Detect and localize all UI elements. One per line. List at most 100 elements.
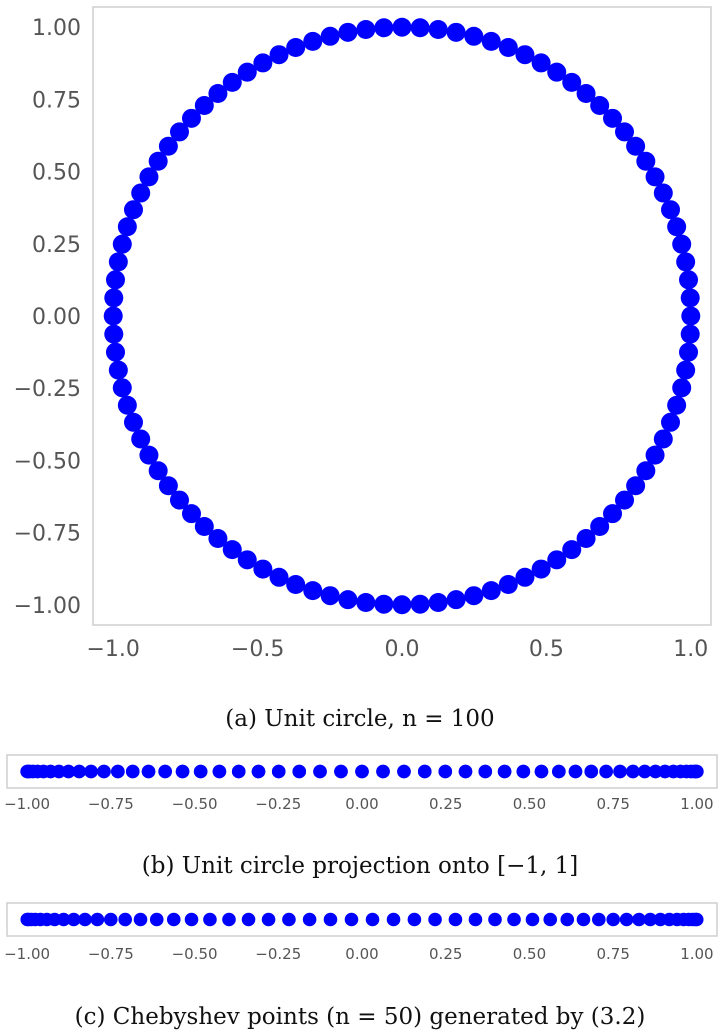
data-point xyxy=(269,45,289,65)
panel-a: 1.000.750.500.250.00−0.25−0.50−0.75−1.00… xyxy=(14,6,712,732)
x-tick-label: −1.00 xyxy=(4,795,50,813)
data-point xyxy=(118,912,132,927)
x-tick-label: 0.75 xyxy=(596,945,629,963)
data-point xyxy=(356,593,376,613)
data-point xyxy=(20,912,35,927)
data-point xyxy=(222,540,242,560)
y-tick-label: 1.00 xyxy=(32,16,81,41)
data-point xyxy=(104,324,124,344)
x-tick-label: −0.25 xyxy=(255,795,301,813)
data-point xyxy=(576,529,596,549)
data-point xyxy=(158,476,178,496)
data-point xyxy=(334,764,348,779)
data-point xyxy=(374,18,394,38)
data-point xyxy=(584,764,599,779)
x-tick-label: 0.0 xyxy=(385,637,420,662)
data-point xyxy=(626,136,646,156)
data-point xyxy=(125,764,140,779)
data-point xyxy=(61,764,76,779)
data-point xyxy=(282,912,296,927)
data-point xyxy=(104,288,124,308)
data-point xyxy=(103,912,118,927)
data-point xyxy=(241,912,256,927)
data-point xyxy=(286,37,306,57)
data-point xyxy=(643,912,658,927)
data-point xyxy=(356,19,376,39)
data-point xyxy=(320,586,340,606)
data-point xyxy=(392,595,412,615)
caption-c: (c) Chebyshev points (n = 50) generated … xyxy=(75,1004,646,1030)
data-point xyxy=(458,764,473,779)
data-point xyxy=(158,136,178,156)
data-point xyxy=(645,167,665,187)
plot-a-frame xyxy=(92,6,712,626)
data-point xyxy=(653,912,668,927)
panel-c: −1.00 −0.75 −0.50 −0.25 0.00 0.25 0.50 0.75 1.00… xyxy=(4,902,718,1030)
data-point xyxy=(562,540,582,560)
data-point xyxy=(498,37,518,57)
data-point xyxy=(446,22,466,42)
data-point xyxy=(149,912,164,927)
data-point xyxy=(626,476,646,496)
data-point xyxy=(302,912,317,927)
data-point xyxy=(531,53,551,73)
data-point xyxy=(680,324,700,344)
y-tick-label: 0.25 xyxy=(32,233,81,258)
data-point xyxy=(251,764,266,779)
data-point xyxy=(365,912,380,927)
data-point xyxy=(184,912,199,927)
data-point xyxy=(323,912,338,927)
data-point xyxy=(637,764,652,779)
data-point xyxy=(139,445,159,465)
data-point xyxy=(481,581,501,601)
data-point xyxy=(117,395,137,415)
data-point xyxy=(481,31,501,51)
data-point xyxy=(166,912,181,927)
data-point xyxy=(515,567,535,587)
data-point xyxy=(552,764,566,779)
data-point xyxy=(181,504,201,524)
data-point xyxy=(498,575,518,595)
data-point xyxy=(78,912,92,927)
y-tick-label: −0.75 xyxy=(14,522,81,547)
data-point xyxy=(417,764,432,779)
data-point xyxy=(636,151,656,171)
data-point xyxy=(689,764,704,779)
data-point xyxy=(158,764,172,779)
data-point xyxy=(661,200,681,220)
data-point xyxy=(676,252,696,272)
data-point xyxy=(131,183,151,203)
data-point xyxy=(237,550,257,570)
data-point xyxy=(112,378,132,398)
y-tick-label: 0.75 xyxy=(32,88,81,113)
data-point xyxy=(525,912,540,927)
x-tick-label: −0.5 xyxy=(231,637,284,662)
data-point xyxy=(386,912,401,927)
data-point xyxy=(105,270,125,290)
data-point xyxy=(636,461,656,481)
data-point xyxy=(680,288,700,308)
data-point xyxy=(286,575,306,595)
data-point xyxy=(169,490,189,510)
data-point xyxy=(590,95,610,115)
plot-b-x-ticks: −1.00 −0.75 −0.50 −0.25 0.00 0.25 0.50 0.75 1.00 xyxy=(4,795,713,813)
x-tick-label: 0.75 xyxy=(596,795,629,813)
data-point xyxy=(108,360,128,380)
data-point xyxy=(131,429,151,449)
data-point xyxy=(661,412,681,432)
caption-b: (b) Unit circle projection onto [−1, 1] xyxy=(142,853,578,879)
data-point xyxy=(576,912,591,927)
data-point xyxy=(84,764,98,779)
data-point xyxy=(344,912,359,927)
data-point xyxy=(407,912,422,927)
data-point xyxy=(193,764,208,779)
x-tick-label: 1.00 xyxy=(680,945,713,963)
data-point xyxy=(410,18,430,38)
data-point xyxy=(117,217,137,237)
data-point xyxy=(208,83,228,103)
data-point xyxy=(468,912,483,927)
data-point xyxy=(303,581,323,601)
data-point xyxy=(478,764,493,779)
data-point xyxy=(547,550,567,570)
data-point xyxy=(667,395,687,415)
